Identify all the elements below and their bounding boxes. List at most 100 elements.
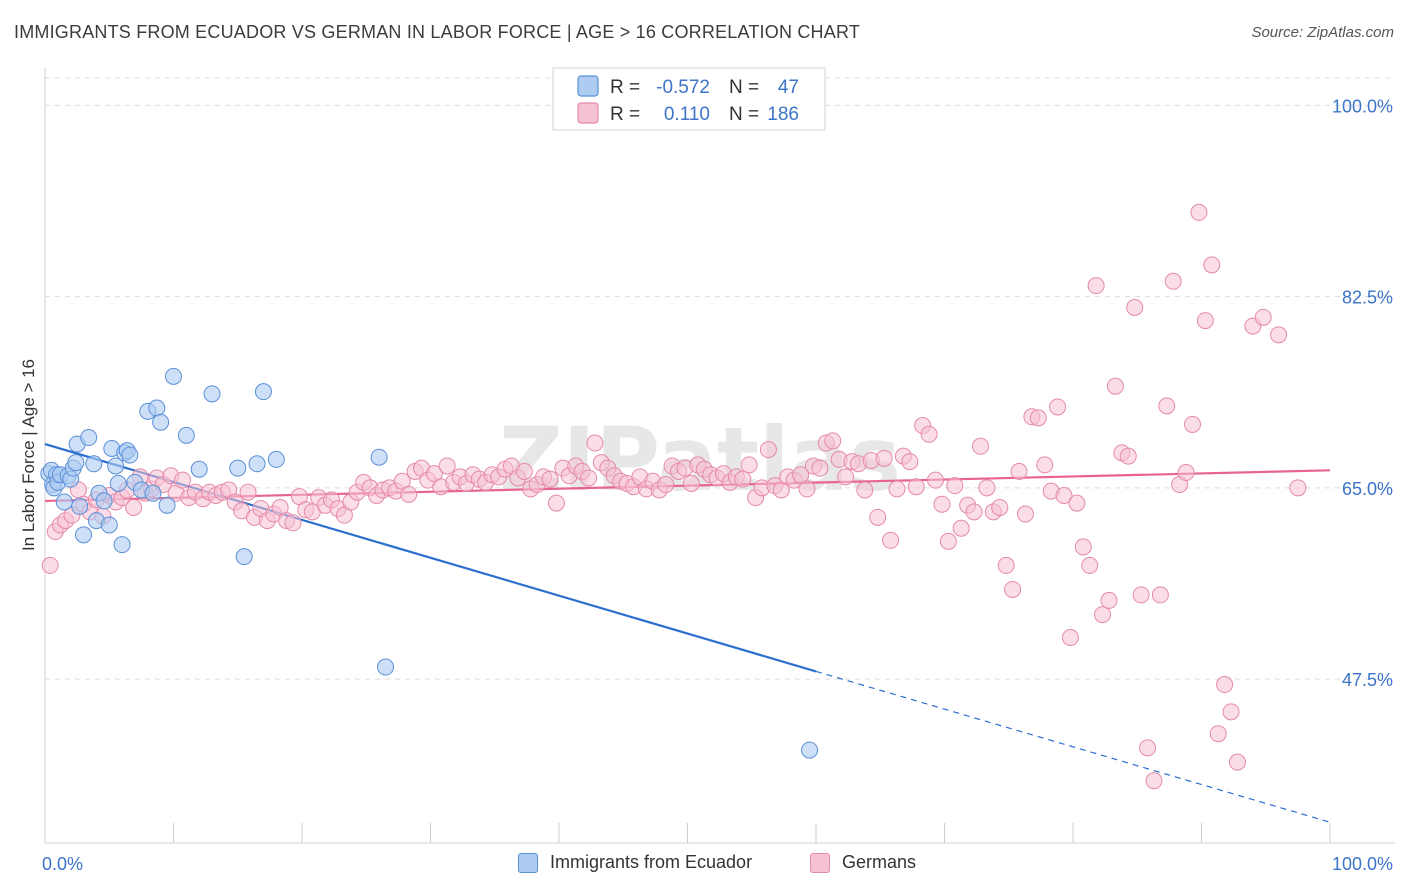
legend-r-value: 0.110 [664,104,710,125]
ecuador-point [190,460,208,478]
germans-points [41,203,1307,790]
ecuador-point [121,446,139,464]
legend-top: R = -0.572 N = 47 R = 0.110 N = 186 [552,67,826,131]
ecuador-point [377,658,395,676]
y-tick-label: 65.0% [1342,479,1393,499]
x-tick-label: 100.0% [1332,854,1393,874]
germans-point [547,494,565,512]
germans-point [978,479,996,497]
axes [44,68,1395,844]
germans-point [41,556,59,574]
germans-point [586,434,604,452]
germans-point [1081,556,1099,574]
ecuador-point [144,484,162,502]
germans-point [882,531,900,549]
grid-lines [45,77,1395,680]
germans-point [1126,299,1144,316]
germans-point [1190,203,1208,221]
germans-point [1164,272,1182,290]
germans-point [1004,580,1022,598]
germans-point [1100,591,1118,609]
ecuador-point [158,496,176,514]
ecuador-point [107,457,125,475]
germans-point [1036,456,1054,474]
ecuador-point [95,492,113,510]
tick-labels: 47.5% 65.0% 82.5% 100.0% 0.0% 100.0% [42,96,1393,874]
ecuador-point [71,497,89,515]
germans-point [907,478,925,496]
germans-swatch [810,852,830,873]
ecuador-point [67,454,85,472]
germans-point [1158,397,1176,415]
ecuador-point [254,383,272,401]
ecuador-point [229,459,247,477]
germans-point [740,456,758,474]
chart-title: IMMIGRANTS FROM ECUADOR VS GERMAN IN LAB… [14,22,861,42]
germans-point [515,462,533,480]
germans-point [824,432,842,450]
ecuador-point [248,455,266,473]
germans-point [682,474,700,492]
germans-point [971,437,989,455]
legend-r-label: R = [610,77,640,98]
ecuador-point [267,450,285,468]
ecuador-point [235,548,253,566]
germans-point [811,459,829,477]
ecuador-point [801,741,819,759]
germans-point [1145,772,1163,790]
ecuador-point [148,399,166,417]
germans-point [438,457,456,475]
germans-point [991,498,1009,516]
germans-point [1061,629,1079,647]
legend-item-ecuador[interactable]: Immigrants from Ecuador [518,852,752,873]
germans-point [1049,398,1067,416]
legend-n-label: N = [729,104,759,125]
germans-point [856,481,874,499]
ecuador-point [165,367,182,385]
germans-point [792,466,810,484]
ecuador-points [40,367,819,759]
germans-point [657,476,675,494]
germans-point [869,508,887,526]
germans-point [1196,312,1214,330]
legend-swatch-ecuador [577,75,599,97]
source-label: Source: ZipAtlas.com [1251,24,1394,41]
legend-item-germans[interactable]: Germans [810,852,916,873]
y-axis-label: In Labor Force | Age > 16 [19,359,38,551]
legend-n-label: N = [729,77,759,98]
germans-point [798,480,816,498]
germans-point [997,556,1015,574]
germans-point [1222,703,1240,721]
germans-point [284,514,302,532]
germans-point [1209,725,1227,743]
germans-point [1010,462,1028,480]
legend-n-value: 186 [767,104,799,125]
germans-point [1270,326,1288,344]
germans-point [1132,586,1150,604]
germans-point [1094,606,1112,624]
germans-point [1289,479,1307,497]
germans-point [965,503,983,521]
germans-point [541,470,559,488]
germans-point [837,468,855,486]
legend-label-ecuador: Immigrants from Ecuador [550,852,753,872]
ecuador-point [109,474,127,492]
legend-r-label: R = [610,104,640,125]
germans-point [1087,277,1105,295]
germans-point [1228,753,1246,771]
germans-point [173,471,191,489]
germans-point [901,453,919,471]
ecuador-point [113,536,131,554]
ecuador-point [177,426,195,444]
ecuador-trend-extension [815,670,1331,823]
germans-point [1106,377,1124,395]
germans-point [580,469,598,487]
germans-point [1029,409,1047,427]
ecuador-point [75,526,93,544]
germans-point [1216,676,1234,694]
y-tick-label: 47.5% [1342,670,1393,690]
germans-point [1177,464,1195,482]
germans-point [927,471,945,489]
germans-point [1016,505,1034,523]
